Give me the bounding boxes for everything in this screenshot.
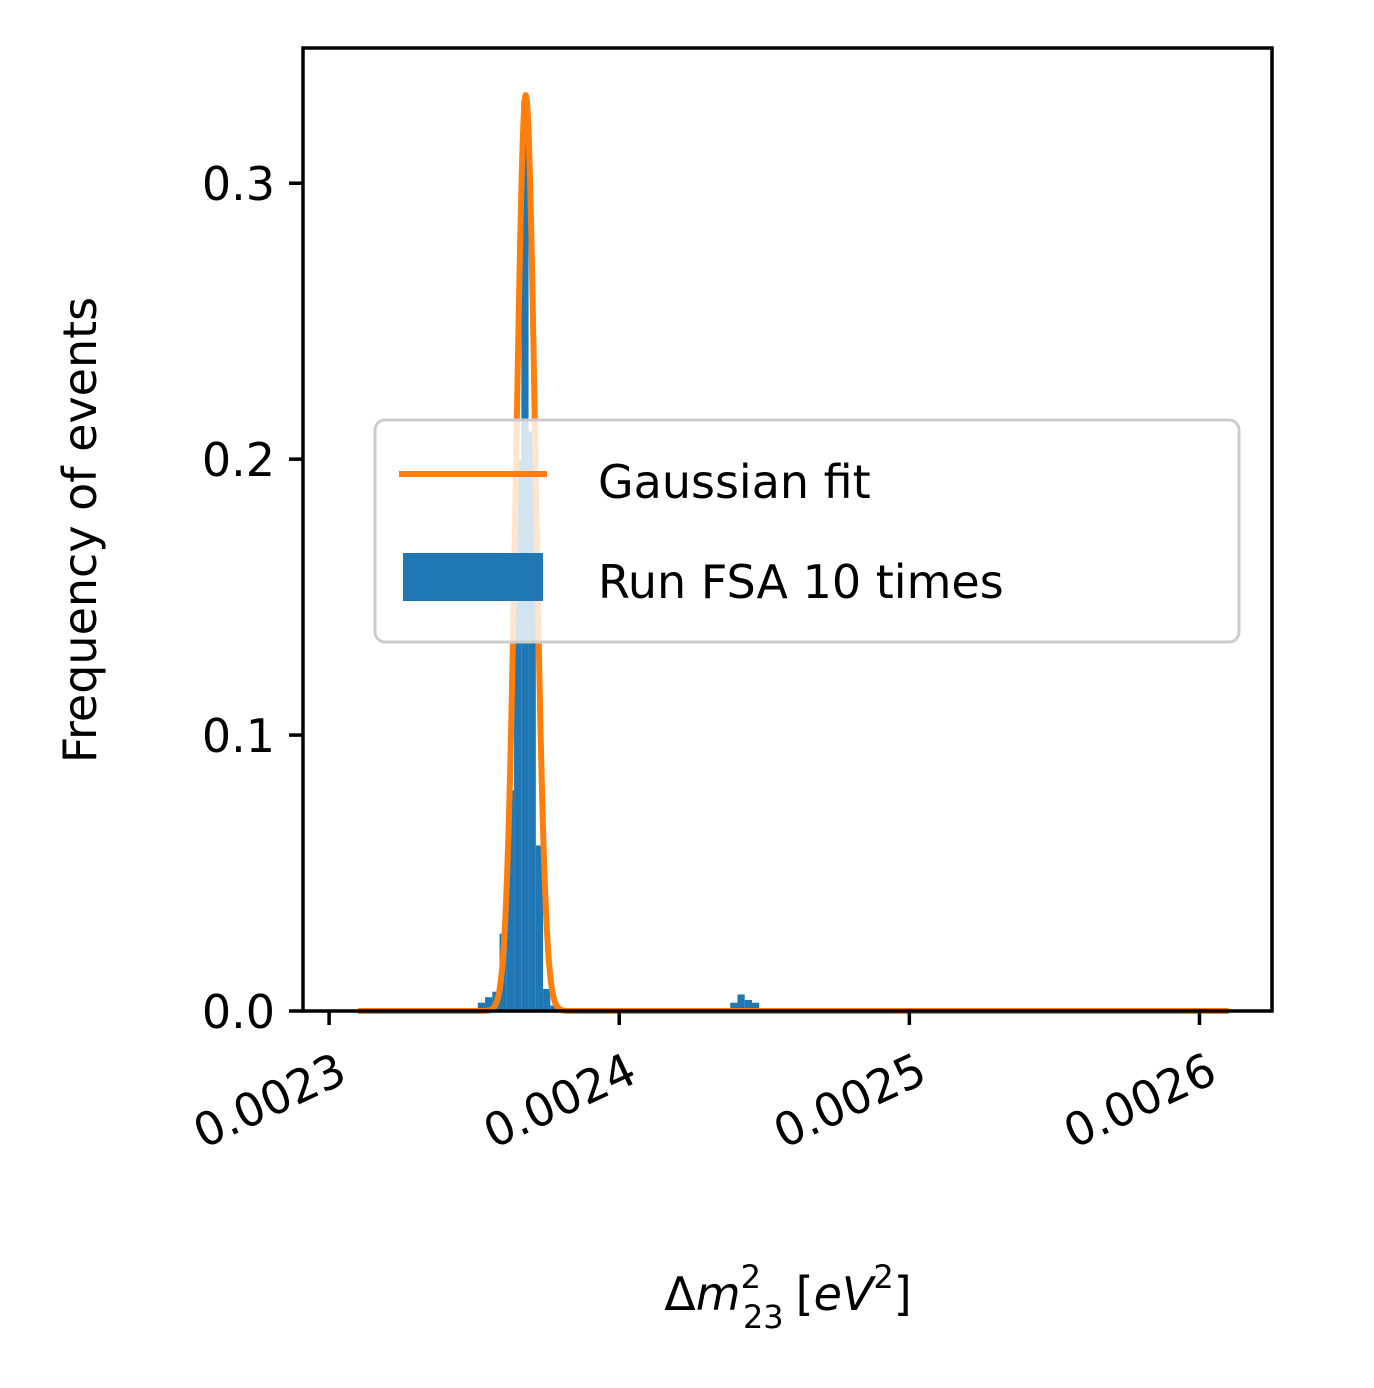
histogram-bar-16 xyxy=(737,994,745,1011)
x-label-unit-close: ] xyxy=(894,1267,912,1321)
x-tick-label-2: 0.0025 xyxy=(765,1042,934,1159)
x-label-unit-e: e xyxy=(814,1267,842,1321)
legend-label-gaussian-fit: Gaussian fit xyxy=(598,455,871,509)
histogram-bar-17 xyxy=(744,999,752,1011)
plot-frame xyxy=(301,46,1274,1013)
x-label-m: m xyxy=(696,1267,741,1321)
x-tick-label-1: 0.0024 xyxy=(475,1042,644,1159)
y-tick-label-2: 0.2 xyxy=(202,433,275,487)
histogram-bar-15 xyxy=(730,1002,738,1011)
x-label-superscript: 2 xyxy=(741,1258,761,1296)
x-label-unit-open: [ xyxy=(796,1267,814,1321)
y-tick-label-0: 0.0 xyxy=(202,985,275,1039)
histogram-bar-18 xyxy=(751,1002,760,1011)
legend-box xyxy=(373,418,1241,644)
y-axis-label: Frequency of events xyxy=(53,297,107,763)
x-axis-label: Δm2 23 [eV2] xyxy=(664,1258,911,1336)
legend: Gaussian fit Run FSA 10 times xyxy=(373,418,1241,644)
x-label-unit-sup: 2 xyxy=(873,1258,893,1296)
legend-label-run-fsa: Run FSA 10 times xyxy=(598,555,1004,609)
x-label-unit-v: V xyxy=(842,1267,877,1321)
x-ticks: 0.0023 0.0024 0.0025 0.0026 xyxy=(185,1011,1224,1159)
x-tick-label-3: 0.0026 xyxy=(1055,1042,1224,1159)
histogram-bar-11 xyxy=(550,1005,558,1011)
histogram-bar-9 xyxy=(535,845,544,1011)
histogram-bar-8 xyxy=(528,431,536,1011)
histogram-bar-6 xyxy=(514,459,522,1011)
x-label-delta: Δ xyxy=(664,1267,696,1321)
histogram-bar-1 xyxy=(477,1002,486,1011)
x-tick-label-0: 0.0023 xyxy=(185,1042,354,1159)
histogram-bar-5 xyxy=(506,790,515,1011)
legend-patch-swatch xyxy=(403,553,543,601)
histogram-bar-10 xyxy=(543,988,551,1011)
x-label-subscript: 23 xyxy=(743,1298,784,1336)
y-tick-label-1: 0.1 xyxy=(202,709,275,763)
y-tick-label-3: 0.3 xyxy=(202,157,275,211)
y-ticks: 0.0 0.1 0.2 0.3 xyxy=(202,157,303,1039)
histogram-bar-2 xyxy=(485,997,493,1011)
